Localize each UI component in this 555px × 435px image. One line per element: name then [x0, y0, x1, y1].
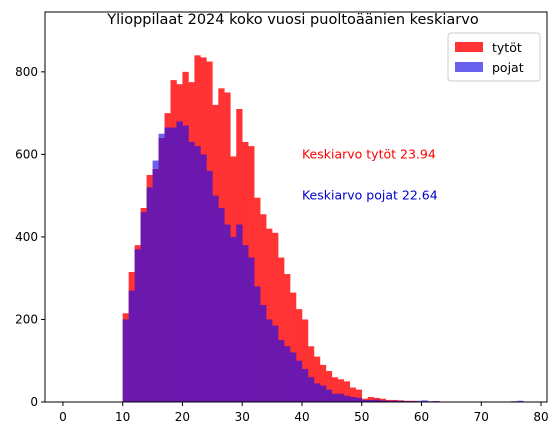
x-tick-label: 30: [235, 410, 250, 424]
bar-tytot: [367, 397, 374, 402]
legend: tytöt pojat: [447, 32, 541, 82]
bar-tytot: [337, 379, 345, 402]
bar-pojat: [385, 400, 392, 402]
bar-pojat: [134, 249, 141, 402]
y-tick-label: 800: [15, 65, 38, 79]
x-tick-label: 50: [354, 410, 369, 424]
bar-tytot: [278, 257, 285, 402]
bar-pojat: [128, 290, 135, 402]
bar-pojat: [337, 393, 345, 402]
bar-pojat: [122, 319, 129, 402]
chart-title: Ylioppilaat 2024 koko vuosi puoltoäänien…: [106, 12, 479, 28]
bar-tytot: [272, 232, 279, 402]
bar-pojat: [218, 208, 225, 402]
bar-pojat: [206, 170, 213, 402]
bar-pojat: [194, 146, 201, 402]
plot-frame: [44, 11, 548, 403]
bar-pojat: [158, 137, 165, 402]
annotations: Keskiarvo tytöt 23.94 Keskiarvo pojat 22.…: [302, 146, 438, 202]
bar-pojat: [236, 224, 243, 402]
bar-pojat: [397, 400, 404, 402]
bar-pojat: [391, 400, 398, 402]
bar-pojat: [182, 125, 189, 402]
bar-pojat: [212, 195, 219, 402]
bar-pojat: [158, 133, 165, 138]
bar-pojat: [242, 245, 249, 402]
bar-pojat: [379, 400, 386, 402]
legend-label: pojat: [492, 60, 524, 75]
bar-tytot: [349, 387, 357, 402]
bar-tytot: [284, 274, 291, 402]
bar-pojat: [254, 286, 261, 402]
x-tick-label: 20: [175, 410, 190, 424]
y-tick-label: 200: [15, 312, 38, 326]
bar-pojat: [373, 399, 380, 402]
bar-pojat: [200, 154, 207, 402]
bar-pojat: [313, 383, 321, 402]
bar-tytot: [296, 309, 303, 402]
plot-area: [122, 55, 524, 403]
bar-pojat: [361, 399, 369, 402]
bar-pojat: [176, 121, 183, 402]
bar-pojat: [301, 368, 309, 402]
bar-tytot: [355, 389, 363, 402]
bar-pojat: [146, 187, 153, 402]
bar-pojat: [343, 395, 351, 402]
bar-pojat: [272, 325, 279, 402]
legend-swatch: [455, 42, 483, 52]
bar-pojat: [319, 385, 327, 402]
bar-pojat: [140, 212, 147, 402]
bar-pojat: [290, 352, 297, 402]
bar-pojat: [224, 224, 231, 402]
y-axis: 0 200 400 600 800: [15, 65, 45, 409]
x-tick-label: 0: [59, 410, 67, 424]
bar-pojat: [517, 400, 524, 402]
annotation-label: Keskiarvo pojat 22.64: [302, 188, 438, 203]
bar-pojat: [325, 389, 333, 402]
bar-pojat: [170, 127, 177, 403]
bar-pojat: [421, 400, 428, 402]
bar-pojat: [188, 142, 195, 402]
bar-tytot: [266, 228, 273, 402]
bar-pojat: [355, 397, 363, 402]
bar-pojat: [349, 397, 357, 402]
bar-pojat: [260, 305, 267, 402]
annotation-label: Keskiarvo tytöt 23.94: [302, 146, 436, 161]
bar-tytot: [301, 319, 309, 402]
x-tick-label: 70: [474, 410, 489, 424]
bar-pojat: [331, 393, 339, 402]
x-tick-label: 60: [414, 410, 429, 424]
bar-pojat: [284, 346, 291, 402]
bar-tytot: [307, 346, 315, 402]
y-tick-label: 0: [30, 395, 38, 409]
bar-tytot: [313, 356, 321, 402]
bar-pojat: [248, 257, 255, 402]
bar-pojat: [152, 168, 159, 402]
bar-tytot: [343, 381, 351, 402]
bar-pojat: [278, 340, 285, 402]
x-tick-label: 80: [533, 410, 548, 424]
bar-pojat: [367, 399, 374, 402]
bar-tytot: [331, 377, 339, 402]
x-tick-label: 10: [115, 410, 130, 424]
bar-tytot: [319, 364, 327, 402]
x-tick-label: 40: [294, 410, 309, 424]
y-tick-label: 400: [15, 230, 38, 244]
bar-pojat: [152, 160, 159, 169]
bar-pojat: [230, 236, 237, 402]
bar-pojat: [266, 319, 273, 402]
bar-tytot: [290, 292, 297, 402]
bar-pojat: [296, 360, 303, 402]
bar-pojat: [307, 377, 315, 402]
legend-label: tytöt: [492, 40, 522, 55]
y-tick-label: 600: [15, 147, 38, 161]
x-axis: 0 10 20 30 40 50 60 70 80: [59, 402, 549, 424]
legend-swatch: [455, 62, 483, 72]
bar-pojat: [164, 127, 171, 403]
bar-tytot: [325, 371, 333, 402]
